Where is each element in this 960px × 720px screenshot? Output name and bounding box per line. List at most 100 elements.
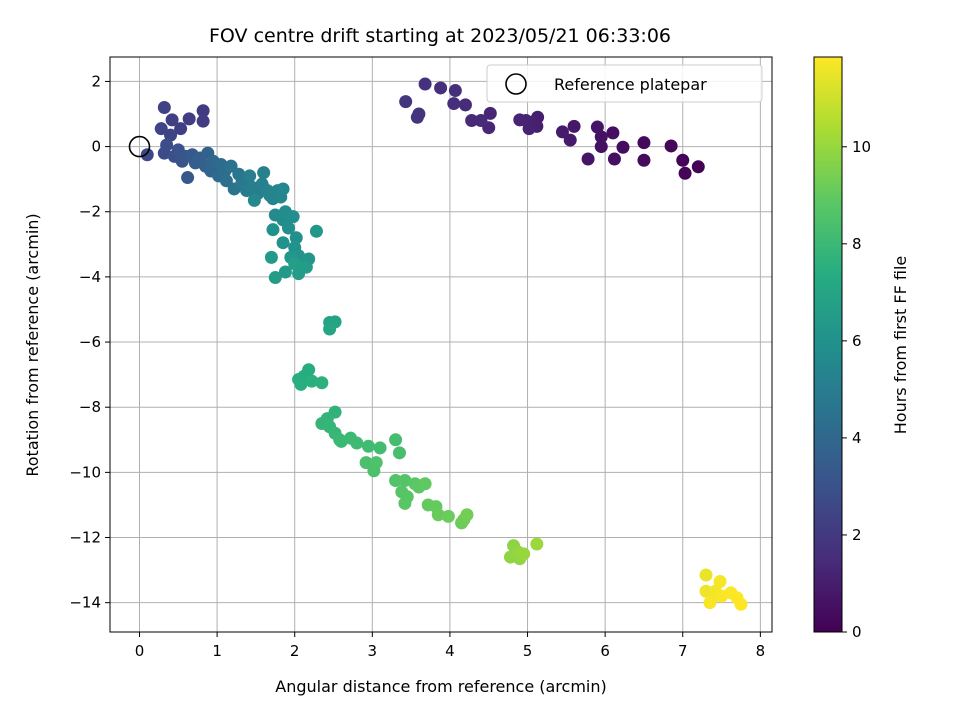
data-point <box>224 159 238 173</box>
grid <box>110 57 772 632</box>
y-axis-ticks: 2 0 −2 −4 −6 −8 −10 −12 −14 <box>69 72 110 612</box>
data-point <box>555 125 569 139</box>
data-point <box>530 537 544 551</box>
data-point <box>458 98 472 112</box>
y-tick-label: −14 <box>69 594 101 612</box>
data-point <box>734 597 748 611</box>
data-point <box>616 140 630 154</box>
data-point <box>637 136 651 150</box>
data-point <box>606 126 620 140</box>
data-point <box>594 140 608 154</box>
data-point <box>243 169 257 183</box>
y-tick-label: 0 <box>91 138 101 156</box>
data-point <box>563 133 577 147</box>
data-point <box>399 95 413 109</box>
data-point <box>350 436 364 450</box>
colorbar: 0 2 4 6 8 10 Hours from first FF file <box>813 56 910 641</box>
x-tick-label: 8 <box>756 642 766 660</box>
x-axis-ticks: 0 1 2 3 4 5 6 7 8 <box>135 632 765 660</box>
data-point <box>389 433 403 447</box>
legend-box <box>486 64 763 103</box>
data-point <box>309 224 323 238</box>
data-point <box>281 221 295 235</box>
data-point <box>140 148 154 162</box>
data-point <box>474 114 488 128</box>
colorbar-label: Hours from first FF file <box>891 256 910 435</box>
data-point <box>196 114 210 128</box>
data-points <box>140 77 748 611</box>
data-point <box>289 231 303 245</box>
y-tick-label: 2 <box>91 72 101 90</box>
data-point <box>157 100 171 114</box>
data-point <box>305 374 319 388</box>
colorbar-tick-label: 10 <box>852 138 871 156</box>
data-point <box>174 122 188 136</box>
data-point <box>266 223 280 237</box>
data-point <box>154 122 168 136</box>
data-point <box>513 113 527 127</box>
data-point <box>703 596 717 610</box>
data-point <box>315 376 329 390</box>
legend: Reference platepar <box>486 64 763 103</box>
data-point <box>294 377 308 391</box>
colorbar-tick-label: 2 <box>852 526 862 544</box>
y-axis-label: Rotation from reference (arcmin) <box>23 213 42 476</box>
data-point <box>164 128 178 142</box>
data-point <box>165 113 179 127</box>
colorbar-ticks: 0 2 4 6 8 10 <box>842 138 871 641</box>
plot-frame <box>109 56 773 633</box>
data-point <box>607 152 621 166</box>
data-point <box>196 104 210 118</box>
reference-platepar-marker <box>128 135 151 158</box>
colorbar-tick-label: 8 <box>852 235 862 253</box>
y-tick-label: −10 <box>69 463 101 481</box>
chart-title: FOV centre drift starting at 2023/05/21 … <box>209 25 671 47</box>
data-point <box>590 120 604 134</box>
data-point <box>276 236 290 250</box>
data-point <box>483 106 497 120</box>
data-point <box>448 84 462 98</box>
x-tick-label: 1 <box>212 642 222 660</box>
data-point <box>447 97 461 111</box>
data-point <box>664 139 678 153</box>
colorbar-gradient <box>813 56 843 633</box>
data-point <box>441 509 455 523</box>
data-point <box>410 110 424 124</box>
x-tick-label: 3 <box>368 642 378 660</box>
y-tick-label: −4 <box>79 268 101 286</box>
data-point <box>392 446 406 460</box>
x-axis-label: Angular distance from reference (arcmin) <box>275 677 606 696</box>
data-point <box>181 171 195 185</box>
data-point <box>567 119 581 133</box>
x-tick-label: 7 <box>678 642 688 660</box>
data-point <box>676 153 690 167</box>
data-point <box>465 114 479 128</box>
y-tick-label: −2 <box>79 203 101 221</box>
legend-marker <box>505 73 527 95</box>
y-tick-label: −6 <box>79 333 101 351</box>
data-point <box>219 174 233 188</box>
data-point <box>398 474 412 488</box>
data-point <box>359 456 373 470</box>
data-point <box>247 193 261 207</box>
x-tick-label: 6 <box>600 642 610 660</box>
data-point <box>369 456 383 470</box>
data-point <box>264 250 278 264</box>
data-point <box>418 477 432 491</box>
y-tick-label: −8 <box>79 398 101 416</box>
data-point <box>361 439 375 453</box>
data-point <box>594 130 608 144</box>
data-point <box>182 112 196 126</box>
data-point <box>268 271 282 285</box>
colorbar-tick-label: 6 <box>852 332 862 350</box>
data-point <box>398 496 412 510</box>
data-point <box>418 77 432 91</box>
data-point <box>460 508 474 522</box>
x-tick-label: 0 <box>135 642 145 660</box>
x-tick-label: 5 <box>523 642 533 660</box>
data-point <box>286 210 300 224</box>
x-tick-label: 2 <box>290 642 300 660</box>
data-point <box>713 575 727 589</box>
